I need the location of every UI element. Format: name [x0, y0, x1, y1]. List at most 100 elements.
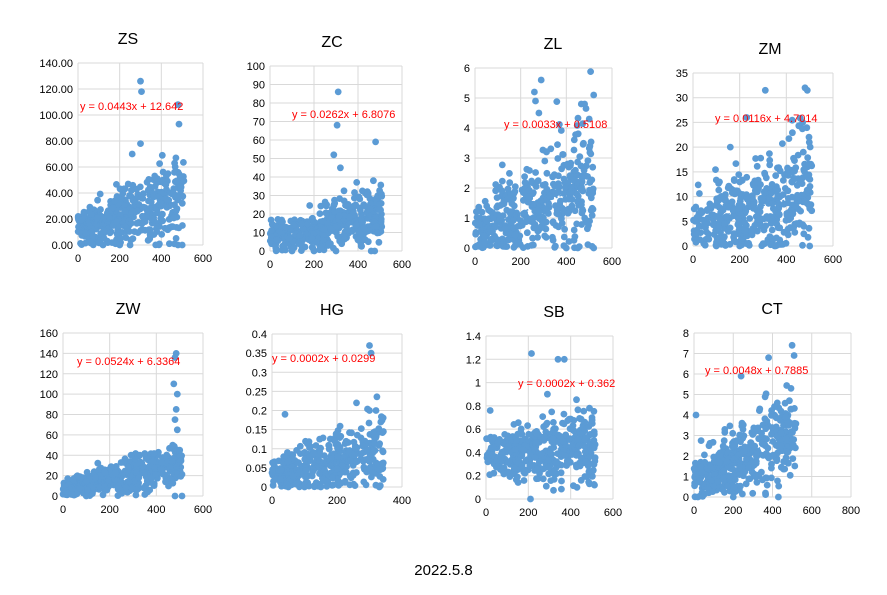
data-point: [312, 238, 320, 246]
data-point: [782, 216, 790, 224]
data-point: [546, 192, 553, 200]
data-point: [580, 139, 587, 147]
data-point: [574, 244, 582, 252]
data-point: [353, 399, 360, 407]
data-point: [89, 490, 96, 497]
data-point: [730, 230, 738, 238]
data-point: [585, 115, 593, 123]
data-point: [534, 177, 542, 185]
data-point: [554, 189, 561, 196]
x-tick-label: 600: [824, 254, 842, 266]
data-point: [116, 194, 124, 202]
data-point: [571, 207, 579, 215]
data-point: [493, 458, 501, 466]
data-point: [301, 483, 308, 491]
data-point: [729, 212, 737, 220]
chart-hg: HG 0 0.05 0.1 0.15 0.2 0.25 0.3 0.35 0.4 0 200 400 y …: [246, 302, 412, 507]
data-point: [473, 208, 480, 216]
data-point: [579, 207, 587, 215]
x-tick-label: 200: [730, 254, 748, 266]
data-point: [363, 446, 371, 453]
data-point: [144, 488, 152, 496]
x-tick-label: 800: [842, 505, 860, 517]
data-point: [549, 435, 557, 443]
data-point: [519, 446, 527, 454]
data-point: [759, 240, 767, 248]
data-point: [93, 214, 101, 222]
data-point: [746, 215, 754, 222]
data-point: [296, 442, 304, 450]
data-point: [175, 120, 183, 128]
data-point: [377, 215, 385, 223]
x-tick-label: 600: [194, 253, 212, 265]
data-point: [319, 459, 327, 467]
data-point: [753, 478, 761, 486]
y-tick-label: 1: [683, 472, 689, 484]
data-point: [68, 490, 75, 497]
data-point: [376, 440, 383, 448]
data-point: [709, 488, 717, 495]
y-tick-label: 0: [52, 491, 58, 503]
data-point: [94, 196, 101, 204]
data-point: [560, 420, 568, 428]
data-point: [554, 141, 561, 149]
data-point: [354, 227, 362, 235]
data-point: [113, 218, 120, 226]
data-point: [336, 443, 344, 451]
data-point: [377, 181, 385, 189]
data-point: [511, 183, 519, 191]
data-point: [555, 183, 563, 191]
y-tick-label: 60: [253, 135, 265, 147]
data-point: [570, 136, 578, 144]
data-point: [158, 459, 166, 467]
data-point: [375, 483, 383, 491]
data-point: [352, 221, 360, 229]
data-point: [109, 204, 117, 212]
data-point: [169, 441, 177, 449]
data-point: [172, 154, 180, 162]
data-point: [799, 148, 807, 156]
data-point: [736, 178, 744, 186]
data-point: [501, 431, 509, 438]
data-point: [721, 233, 728, 241]
data-point: [122, 484, 130, 492]
data-point: [789, 442, 797, 449]
data-point: [533, 475, 540, 483]
data-point: [531, 454, 539, 461]
data-point: [721, 426, 729, 433]
data-point: [783, 211, 791, 219]
data-point: [768, 474, 775, 482]
data-point: [585, 468, 593, 475]
x-tick-label: 0: [690, 254, 696, 266]
data-point: [376, 466, 384, 474]
data-point: [590, 481, 598, 488]
data-point: [562, 244, 570, 252]
data-point: [549, 173, 556, 181]
data-point: [585, 423, 593, 430]
data-point: [531, 446, 539, 454]
data-point: [712, 242, 720, 250]
data-point: [762, 390, 770, 398]
data-point: [371, 440, 379, 448]
data-point: [129, 197, 137, 204]
data-point: [116, 185, 124, 193]
data-point: [799, 119, 807, 126]
data-point: [577, 415, 585, 423]
data-point: [736, 242, 744, 250]
y-tick-label: 4: [683, 410, 689, 422]
data-point: [487, 235, 495, 243]
y-tick-label: 6: [683, 369, 689, 381]
data-point: [548, 408, 556, 416]
data-point: [542, 234, 550, 241]
chart-sb: SB 0 0.2 0.4 0.6 0.8 1 1.2 1.4 0 200 400 600 y = 0.00…: [466, 304, 622, 519]
y-tick-label: 0: [475, 494, 481, 506]
y-tick-label: 6: [464, 63, 470, 75]
data-point: [716, 451, 724, 459]
data-point: [74, 472, 81, 480]
data-point: [133, 207, 141, 215]
data-point: [731, 476, 739, 484]
y-tick-label: 5: [464, 93, 470, 105]
data-point: [698, 469, 706, 477]
x-tick-label: 0: [483, 507, 489, 519]
data-point: [722, 242, 729, 249]
